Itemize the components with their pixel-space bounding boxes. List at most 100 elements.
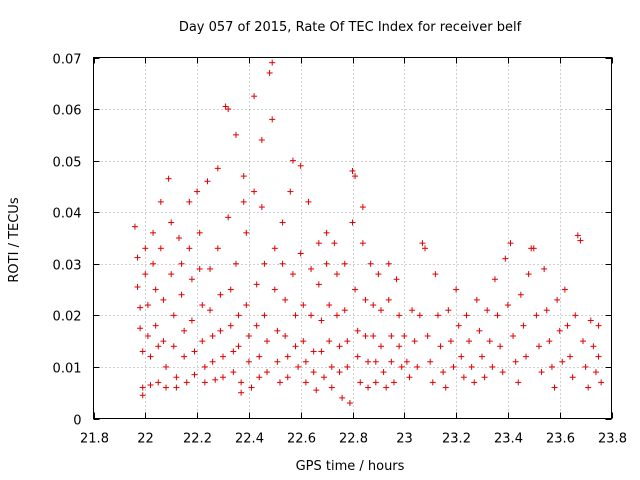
data-point <box>396 312 403 319</box>
data-point <box>328 384 335 391</box>
x-tick-label: 23.4 <box>494 432 523 447</box>
data-point <box>289 271 296 278</box>
data-point <box>458 353 465 360</box>
data-point <box>264 369 271 376</box>
data-point <box>284 353 291 360</box>
x-tick-label: 22.2 <box>183 432 212 447</box>
data-point <box>170 312 177 319</box>
data-point <box>131 223 138 230</box>
data-point <box>305 198 312 205</box>
data-point <box>227 322 234 329</box>
x-axis-label: GPS time / hours <box>296 459 405 474</box>
data-point <box>331 240 338 247</box>
data-point <box>538 369 545 376</box>
data-point <box>525 271 532 278</box>
data-point <box>152 322 159 329</box>
data-point <box>437 343 444 350</box>
data-point <box>139 392 146 399</box>
data-point <box>292 343 299 350</box>
data-point <box>388 358 395 365</box>
data-point <box>269 116 276 123</box>
data-point <box>240 173 247 180</box>
data-point <box>585 384 592 391</box>
y-tick-label: 0.02 <box>53 310 82 325</box>
data-point <box>515 379 522 386</box>
data-point <box>243 302 250 309</box>
data-point <box>199 302 206 309</box>
data-point <box>491 276 498 283</box>
data-point <box>313 387 320 394</box>
x-tick-label: 23.8 <box>598 432 627 447</box>
data-point <box>196 229 203 236</box>
x-tick-label: 22.6 <box>287 432 316 447</box>
data-point <box>222 103 229 110</box>
data-point <box>300 338 307 345</box>
x-tick-label: 23 <box>396 432 413 447</box>
data-point <box>225 106 232 113</box>
data-point <box>178 260 185 267</box>
data-point <box>168 219 175 226</box>
data-point <box>302 379 309 386</box>
data-point <box>230 348 237 355</box>
data-point <box>173 374 180 381</box>
data-point <box>310 348 317 355</box>
data-point <box>175 235 182 241</box>
data-point <box>191 348 198 355</box>
data-point <box>279 219 286 226</box>
data-point <box>442 384 449 391</box>
data-point <box>287 188 294 195</box>
data-point <box>416 312 423 319</box>
data-point <box>333 312 340 319</box>
data-point <box>199 338 206 345</box>
data-point <box>414 363 421 370</box>
data-point <box>209 332 216 339</box>
data-point <box>346 400 353 407</box>
data-point <box>380 369 387 376</box>
data-point <box>134 283 141 290</box>
data-point <box>282 332 289 339</box>
data-point <box>333 271 340 278</box>
data-point <box>403 358 410 365</box>
data-point <box>479 353 485 360</box>
data-point <box>323 260 330 267</box>
data-point <box>336 369 343 376</box>
data-point <box>434 312 441 319</box>
data-point <box>344 363 351 370</box>
data-point <box>163 363 170 370</box>
data-point <box>258 137 265 144</box>
data-point <box>240 198 247 205</box>
data-point <box>510 332 517 339</box>
data-point <box>181 327 188 334</box>
data-point <box>432 271 439 278</box>
data-point <box>564 322 571 329</box>
data-point <box>427 358 434 365</box>
data-point <box>139 348 146 355</box>
data-point <box>173 384 180 391</box>
grid-lines <box>93 57 612 419</box>
data-point <box>232 260 239 267</box>
data-point <box>385 260 392 267</box>
data-point <box>339 394 346 401</box>
data-point <box>574 232 581 239</box>
data-point <box>315 240 322 247</box>
data-point <box>152 286 159 293</box>
data-point <box>170 343 177 350</box>
data-point <box>370 332 377 339</box>
data-point <box>504 302 511 309</box>
data-point <box>235 343 242 350</box>
axis-ticks <box>93 57 613 420</box>
data-point <box>220 374 226 381</box>
data-point <box>165 175 172 182</box>
data-point <box>214 245 221 252</box>
data-point <box>357 379 364 386</box>
data-point <box>336 343 343 350</box>
data-point <box>341 307 348 314</box>
data-point <box>595 353 602 360</box>
data-point <box>396 343 403 350</box>
data-point <box>261 312 268 319</box>
data-point <box>155 343 162 350</box>
data-point <box>245 358 252 365</box>
data-point <box>590 343 597 350</box>
data-point <box>188 276 195 283</box>
